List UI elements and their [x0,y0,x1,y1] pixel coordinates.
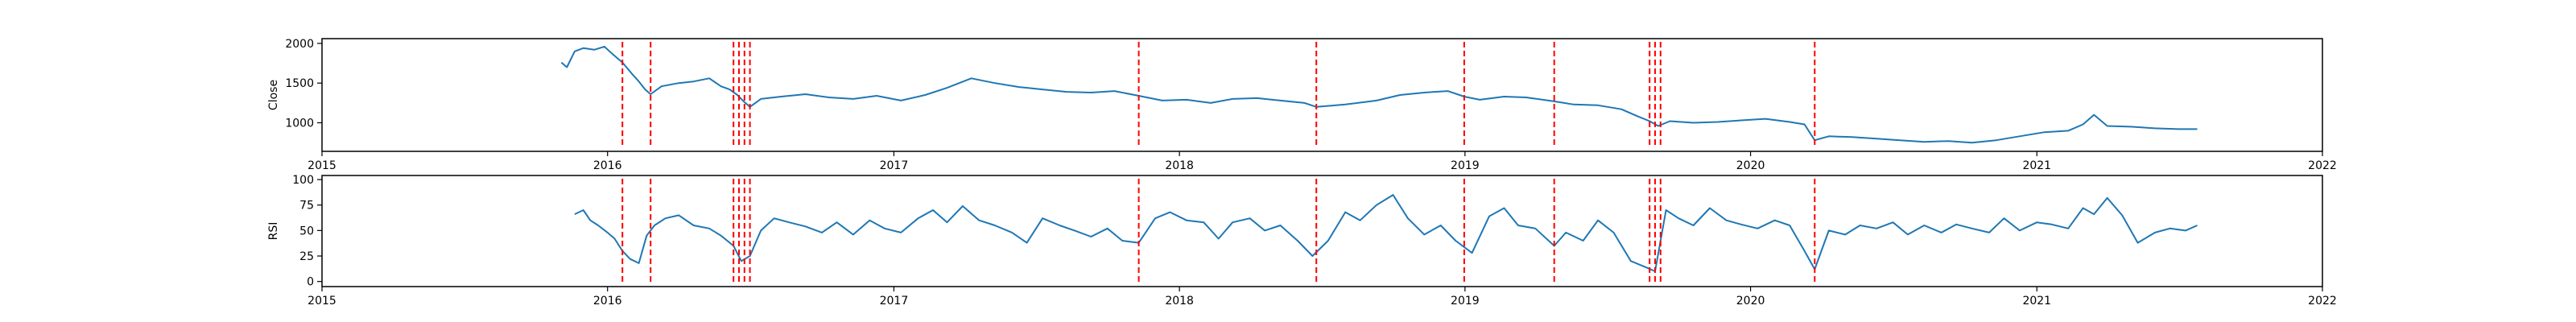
close-price-panel: 2015 2016 2017 2018 2019 2020 2021 2022 1000 1500… [267,38,2337,172]
panel-0-x-tick-label-6: 2021 [2022,159,2051,172]
panel-1-series-line [574,194,2198,272]
panel-0-x-tick-label-0: 2015 [308,159,336,172]
panel-1-x-tick-label-1: 2016 [593,295,622,308]
panel-0-x-tick-label-1: 2016 [593,159,622,172]
panel-0-y-axis-label: Close [267,80,280,110]
panel-1-x-tick-label-6: 2021 [2022,295,2051,308]
panel-1-y-tick-label-0: 0 [307,276,314,289]
panel-0-x-tick-label-4: 2019 [1451,159,1480,172]
panel-1-y-tick-label-3: 75 [299,200,314,213]
panel-0-axes-frame [321,38,2323,152]
panel-0-series-line [560,45,2198,144]
panel-1-axes-frame [321,175,2323,287]
panel-1-x-tick-label-3: 2018 [1165,295,1194,308]
panel-0-x-tick-label-3: 2018 [1165,159,1194,172]
panel-1-x-tick-label-4: 2019 [1451,295,1480,308]
panel-0-x-tick-label-5: 2020 [1736,159,1765,172]
panel-1-y-tick-label-1: 25 [299,250,314,263]
rsi-panel: 2015 2016 2017 2018 2019 2020 2021 2022 0 25 50 75 1… [267,174,2337,308]
panel-1-x-tick-label-7: 2022 [2308,295,2337,308]
panel-1-x-tick-label-0: 2015 [308,295,336,308]
panel-0-y-tick-label-2: 2000 [285,38,314,51]
panel-1-x-tick-label-2: 2017 [880,295,909,308]
panel-1-y-tick-label-4: 100 [292,174,314,187]
panel-0-y-tick-label-1: 1500 [285,77,314,90]
panel-0-x-tick-label-2: 2017 [880,159,909,172]
panel-1-y-axis-label: RSI [267,222,280,241]
panel-0-x-tick-label-7: 2022 [2308,159,2337,172]
panel-1-x-tick-label-5: 2020 [1736,295,1765,308]
panel-0-y-tick-label-0: 1000 [285,118,314,130]
panel-1-y-tick-label-2: 50 [299,225,314,237]
